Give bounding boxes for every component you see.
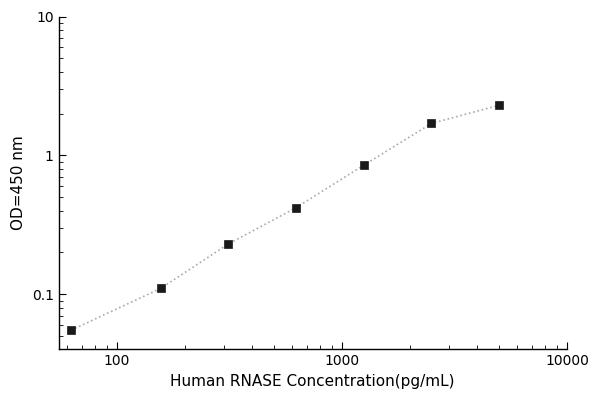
X-axis label: Human RNASE Concentration(pg/mL): Human RNASE Concentration(pg/mL): [170, 374, 455, 389]
Y-axis label: OD=450 nm: OD=450 nm: [11, 136, 26, 230]
